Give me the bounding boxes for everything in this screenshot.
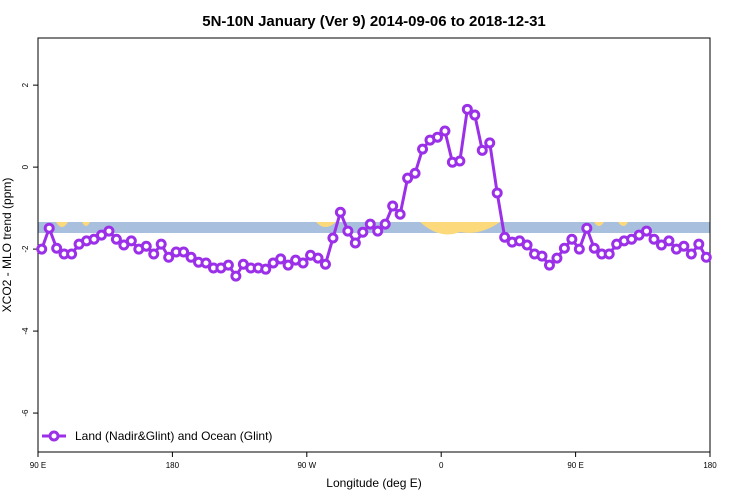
data-point xyxy=(297,257,309,269)
data-point xyxy=(66,248,78,260)
chart-title: 5N-10N January (Ver 9) 2014-09-06 to 201… xyxy=(202,13,546,30)
data-point xyxy=(558,242,570,254)
y-tick-label: -6 xyxy=(21,409,30,417)
data-point xyxy=(357,226,369,238)
legend-label: Land (Nadir&Glint) and Ocean (Glint) xyxy=(75,429,272,443)
data-point xyxy=(230,270,242,282)
data-point xyxy=(379,218,391,230)
legend-marker xyxy=(48,430,60,442)
data-point xyxy=(200,257,212,269)
data-point xyxy=(402,172,414,184)
data-point xyxy=(454,155,466,167)
data-point xyxy=(693,238,705,250)
data-point xyxy=(469,109,481,121)
land-patch xyxy=(420,222,500,235)
data-point xyxy=(581,222,593,234)
data-point xyxy=(282,259,294,271)
data-point xyxy=(491,187,503,199)
x-tick-label: 90 E xyxy=(567,461,583,470)
land-patch xyxy=(82,222,90,226)
data-point xyxy=(125,235,137,247)
plot-frame xyxy=(37,37,711,453)
data-point xyxy=(275,253,287,265)
data-point xyxy=(163,251,175,263)
data-point xyxy=(603,248,615,260)
data-point xyxy=(342,225,354,237)
data-point xyxy=(319,258,331,270)
data-point xyxy=(178,246,190,258)
data-point xyxy=(521,239,533,251)
data-point xyxy=(43,222,55,234)
data-point xyxy=(641,225,653,237)
data-point xyxy=(222,259,234,271)
land-patch xyxy=(316,222,336,227)
x-tick-label: 180 xyxy=(166,461,180,470)
data-point xyxy=(327,232,339,244)
data-point xyxy=(372,225,384,237)
data-point xyxy=(260,263,272,275)
data-point xyxy=(439,125,451,137)
data-point xyxy=(110,233,122,245)
y-tick-label: -4 xyxy=(21,327,30,335)
land-patch xyxy=(56,222,68,227)
data-point xyxy=(349,237,361,249)
y-axis-label: XCO2 - MLO trend (ppm) xyxy=(0,178,14,313)
data-point xyxy=(312,252,324,264)
data-point xyxy=(103,225,115,237)
data-point xyxy=(588,242,600,254)
data-point xyxy=(36,243,48,255)
data-point xyxy=(364,218,376,230)
data-point xyxy=(155,238,167,250)
data-point xyxy=(648,233,660,245)
land-patch xyxy=(594,222,604,226)
y-tick-label: -2 xyxy=(21,245,30,253)
x-tick-label: 90 W xyxy=(297,461,316,470)
data-point xyxy=(394,208,406,220)
data-point xyxy=(543,259,555,271)
y-tick-label: 0 xyxy=(21,164,30,169)
data-point xyxy=(566,233,578,245)
data-point xyxy=(185,251,197,263)
data-point xyxy=(51,242,63,254)
data-point xyxy=(409,167,421,179)
x-tick-label: 180 xyxy=(703,461,717,470)
data-point xyxy=(431,131,443,143)
data-point xyxy=(140,240,152,252)
data-point xyxy=(663,235,675,247)
x-tick-label: 0 xyxy=(439,461,444,470)
land-patch xyxy=(618,222,628,226)
data-point xyxy=(685,248,697,260)
data-point xyxy=(700,251,712,263)
x-axis-label: Longitude (deg E) xyxy=(326,476,421,490)
data-point xyxy=(387,200,399,212)
x-tick-label: 90 E xyxy=(30,461,46,470)
data-point xyxy=(461,103,473,115)
data-point xyxy=(536,250,548,262)
data-point xyxy=(551,252,563,264)
data-point xyxy=(678,240,690,252)
legend: Land (Nadir&Glint) and Ocean (Glint) xyxy=(42,429,272,443)
data-point xyxy=(417,143,429,155)
y-tick-label: 2 xyxy=(21,82,30,87)
data-point xyxy=(573,243,585,255)
data-point xyxy=(499,231,511,243)
data-point xyxy=(334,206,346,218)
data-point xyxy=(476,144,488,156)
data-point xyxy=(148,248,160,260)
data-point xyxy=(484,137,496,149)
